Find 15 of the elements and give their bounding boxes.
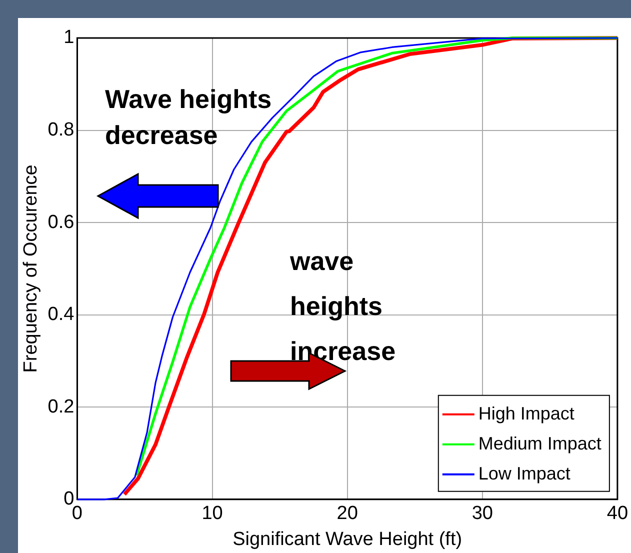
y-tick-label: 1 (64, 27, 74, 48)
x-axis-title: Significant Wave Height (ft) (232, 528, 462, 550)
x-tick-label: 30 (472, 503, 493, 524)
y-tick-label: 0.2 (48, 396, 74, 418)
y-tick-label: 0.6 (48, 212, 74, 233)
x-tick-label: 10 (202, 503, 223, 524)
y-tick-label: 0.8 (48, 120, 74, 141)
annotation: Wave heights decrease (105, 84, 272, 150)
legend-label: Medium Impact (478, 433, 602, 454)
legend-label: High Impact (478, 403, 574, 424)
y-axis-title: Frequency of Occurence (20, 164, 42, 373)
legend-label: Low Impact (478, 463, 570, 484)
x-tick-label: 40 (606, 503, 628, 524)
y-tick-label: 0.4 (48, 304, 75, 326)
x-tick-label: 20 (336, 503, 358, 524)
